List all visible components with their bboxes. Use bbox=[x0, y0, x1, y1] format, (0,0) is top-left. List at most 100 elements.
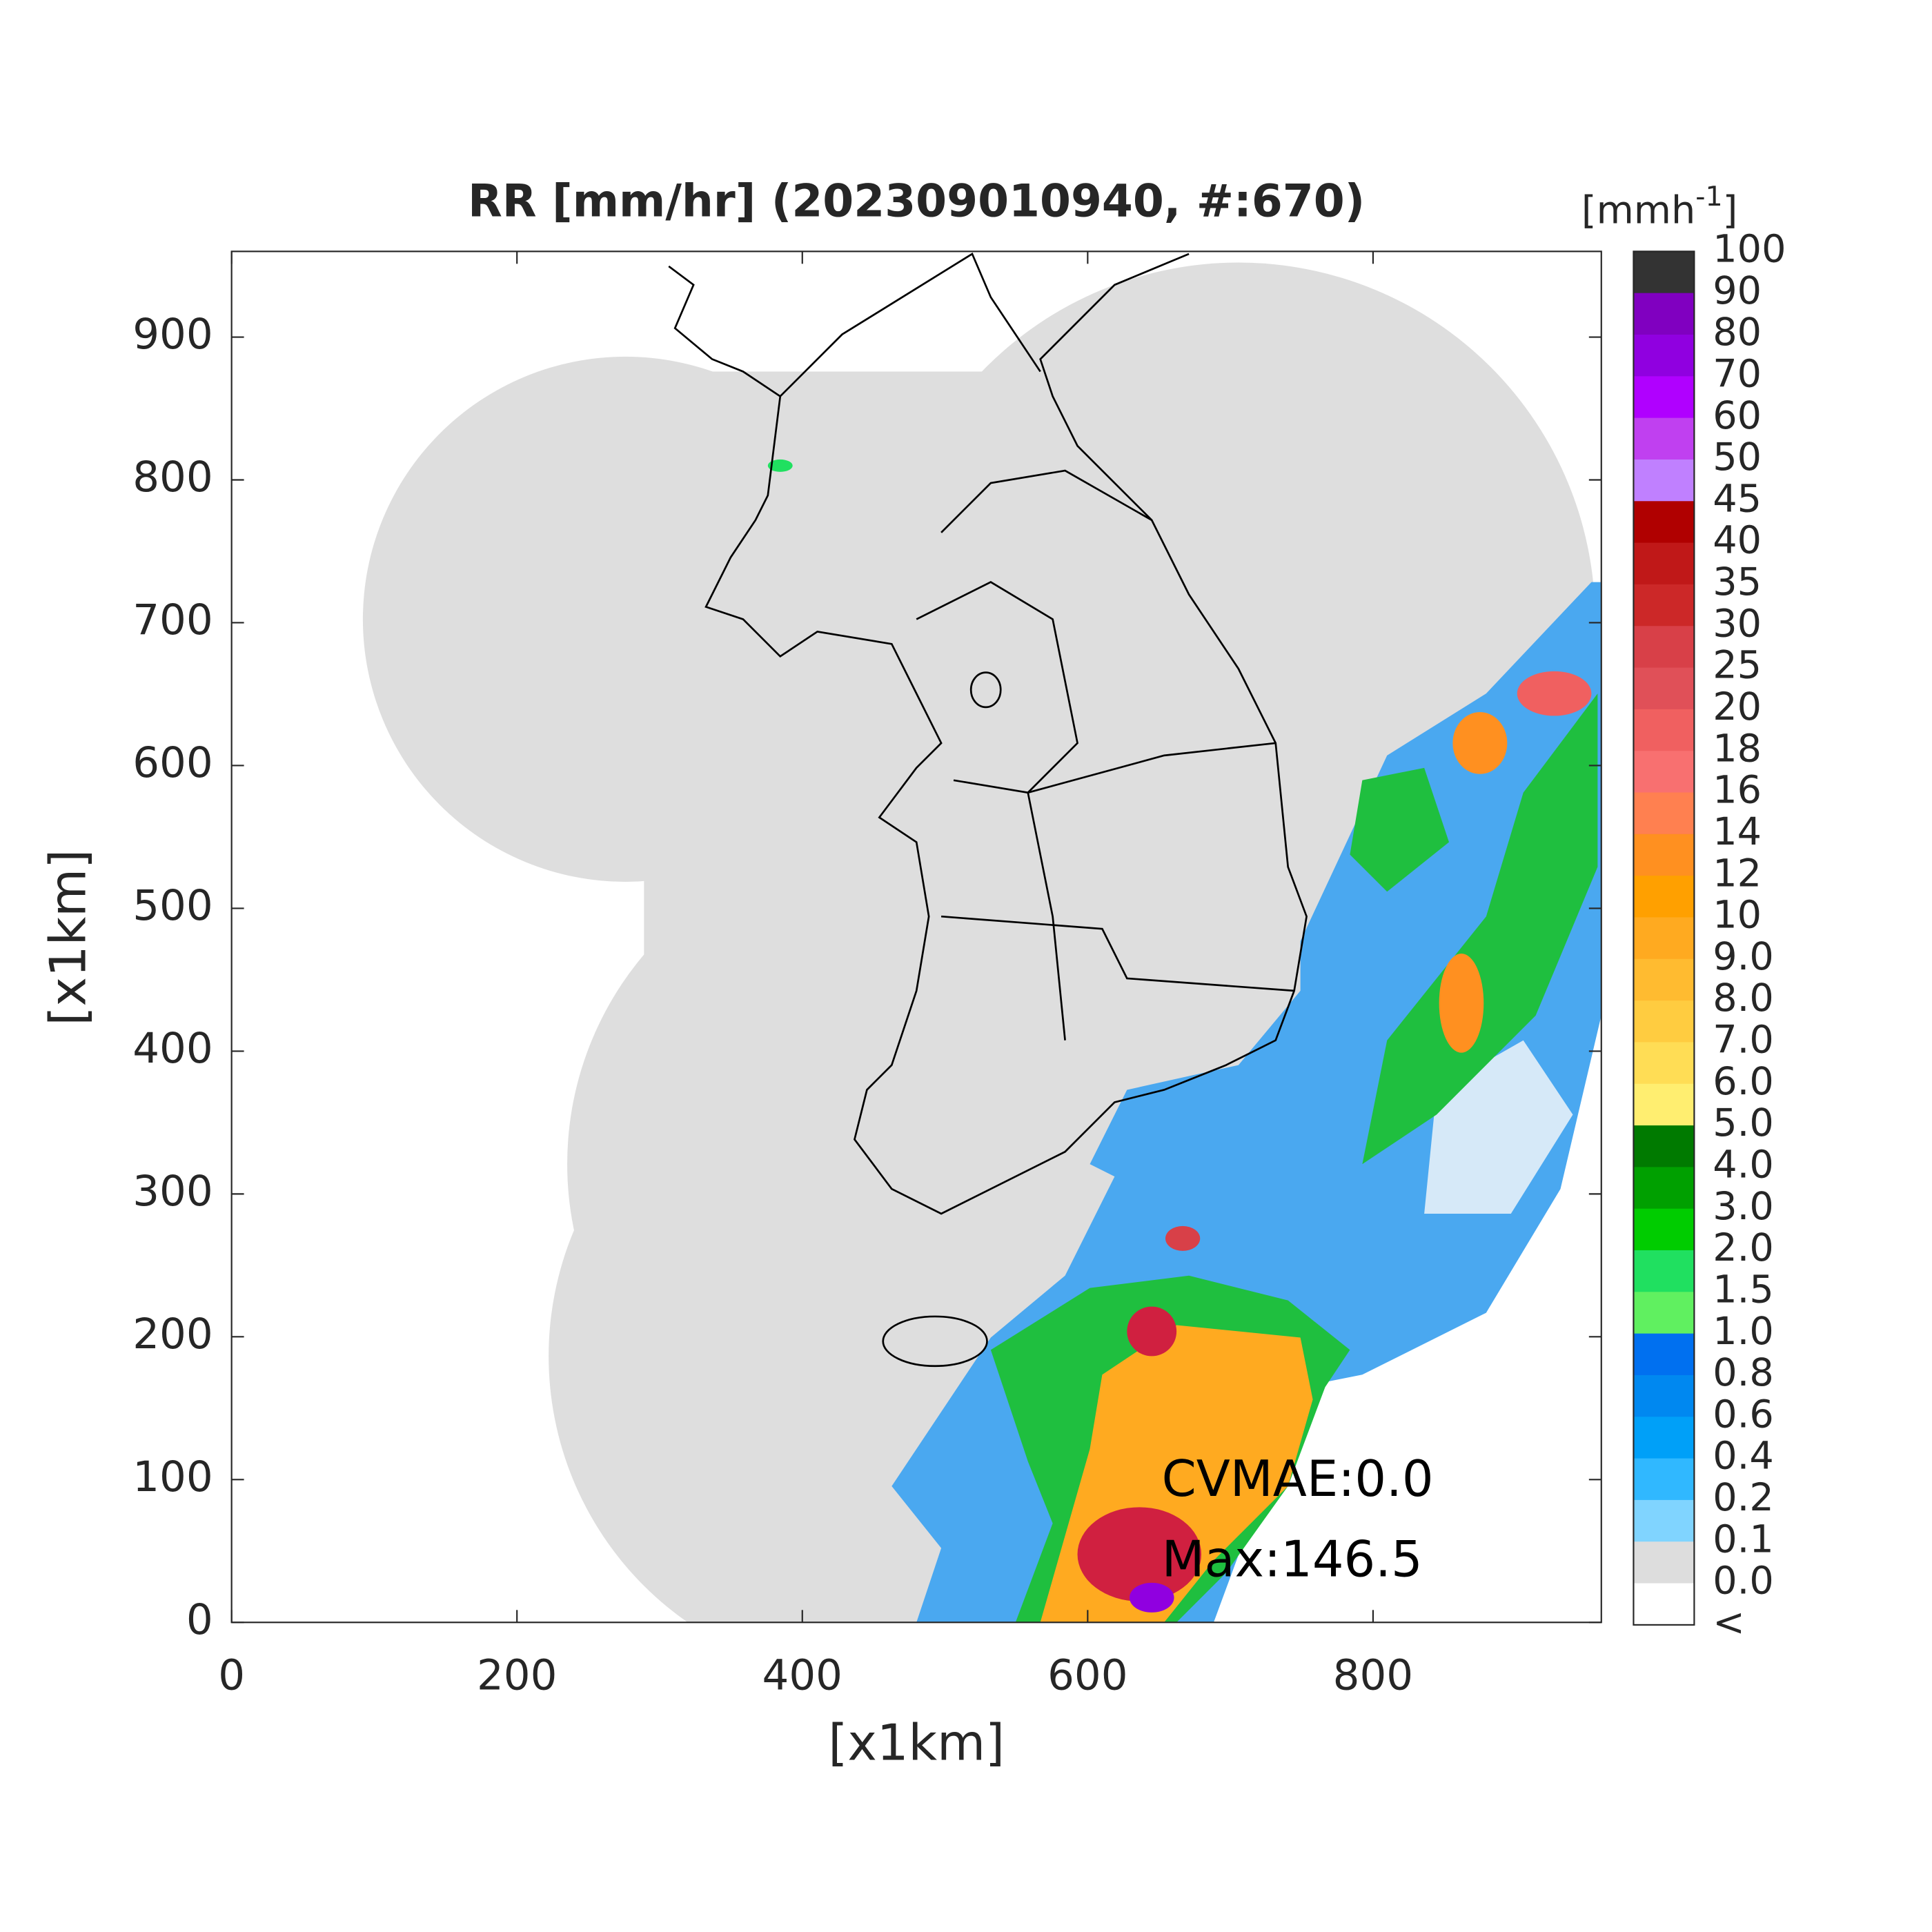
colorbar-label: 70 bbox=[1713, 351, 1762, 396]
colorbar-swatch bbox=[1633, 1499, 1695, 1542]
colorbar-swatch bbox=[1633, 1125, 1695, 1167]
colorbar-swatch bbox=[1633, 459, 1695, 502]
colorbar-label: 100 bbox=[1713, 226, 1786, 271]
province-path bbox=[953, 742, 1276, 794]
colorbar-label: 5.0 bbox=[1713, 1101, 1773, 1145]
colorbar-swatch bbox=[1633, 1417, 1695, 1459]
colorbar-label: 50 bbox=[1713, 435, 1762, 480]
colorbar-label: 10 bbox=[1713, 893, 1762, 938]
colorbar-swatch bbox=[1633, 1333, 1695, 1376]
x-tick-label: 600 bbox=[1047, 1651, 1127, 1700]
annotation: Max:146.5 bbox=[1162, 1530, 1423, 1588]
colorbar-swatch bbox=[1633, 1000, 1695, 1043]
colorbar-label: 0.2 bbox=[1713, 1475, 1773, 1520]
y-tick-label: 400 bbox=[132, 1024, 213, 1073]
colorbar-label: 7.0 bbox=[1713, 1018, 1773, 1063]
y-axis-label: [x1km] bbox=[39, 849, 97, 1026]
colorbar-label: 80 bbox=[1713, 310, 1762, 355]
rain-heavy bbox=[1439, 954, 1484, 1053]
province-path bbox=[916, 581, 1078, 1041]
colorbar-label: 18 bbox=[1713, 726, 1762, 771]
colorbar-swatch bbox=[1633, 542, 1695, 585]
colorbar-label: 0.1 bbox=[1713, 1517, 1773, 1561]
coastline bbox=[668, 252, 1308, 1368]
colorbar-swatch bbox=[1633, 293, 1695, 335]
colorbar-swatch bbox=[1633, 1458, 1695, 1501]
rain-moderate bbox=[1362, 693, 1598, 1165]
y-tick-label: 100 bbox=[132, 1452, 213, 1501]
province-path bbox=[940, 469, 1152, 533]
colorbar-label: 90 bbox=[1713, 268, 1762, 313]
colorbar-label: 20 bbox=[1713, 684, 1762, 729]
colorbar-swatch bbox=[1633, 1374, 1695, 1417]
colorbar-label: 4.0 bbox=[1713, 1142, 1773, 1187]
y-tick-label: 800 bbox=[132, 453, 213, 502]
colorbar-swatch bbox=[1633, 958, 1695, 1001]
colorbar-unit-exponent: -1 bbox=[1695, 181, 1722, 213]
colorbar-unit: [mmh-1] bbox=[1581, 181, 1737, 233]
x-tick-label: 200 bbox=[477, 1651, 557, 1700]
colorbar-swatch bbox=[1633, 1292, 1695, 1334]
y-tick-label: 600 bbox=[132, 738, 213, 787]
colorbar-label: 1.0 bbox=[1713, 1309, 1773, 1354]
coastline-path bbox=[668, 253, 1308, 1215]
y-tick-label: 700 bbox=[132, 595, 213, 644]
jeju-island bbox=[882, 1315, 988, 1368]
colorbar-label: < bbox=[1713, 1600, 1745, 1645]
map bbox=[231, 251, 1601, 1623]
city-boundary bbox=[969, 671, 1002, 709]
colorbar-swatch bbox=[1633, 376, 1695, 419]
colorbar-label: 0.6 bbox=[1713, 1392, 1773, 1437]
colorbar-label: 9.0 bbox=[1713, 934, 1773, 979]
chart-title: RR [mm/hr] (202309010940, #:670) bbox=[468, 176, 1365, 228]
colorbar-swatch bbox=[1633, 501, 1695, 544]
colorbar-swatch bbox=[1633, 751, 1695, 793]
colorbar-swatch bbox=[1633, 626, 1695, 669]
rain-intense bbox=[1077, 1507, 1202, 1601]
colorbar-swatch bbox=[1633, 667, 1695, 710]
rain-moderate bbox=[767, 459, 793, 472]
colorbar-label: 0.0 bbox=[1713, 1559, 1773, 1604]
colorbar-label: 2.0 bbox=[1713, 1225, 1773, 1270]
colorbar-label: 35 bbox=[1713, 560, 1762, 604]
colorbar-label: 16 bbox=[1713, 768, 1762, 813]
colorbar-swatch bbox=[1633, 917, 1695, 960]
colorbar-swatch bbox=[1633, 417, 1695, 460]
colorbar-swatch bbox=[1633, 709, 1695, 751]
colorbar-label: 0.8 bbox=[1713, 1350, 1773, 1395]
y-tick-label: 0 bbox=[186, 1595, 213, 1644]
colorbar-swatch bbox=[1633, 876, 1695, 918]
colorbar-label: 8.0 bbox=[1713, 976, 1773, 1021]
rain-intense bbox=[1127, 1306, 1177, 1357]
colorbar-label: 1.5 bbox=[1713, 1267, 1773, 1312]
colorbar-label: 6.0 bbox=[1713, 1059, 1773, 1104]
colorbar-unit-base: [mmh bbox=[1581, 188, 1695, 233]
colorbar-label: 0.4 bbox=[1713, 1434, 1773, 1479]
border-path bbox=[779, 252, 1041, 397]
rain-heavy bbox=[1165, 1225, 1201, 1251]
x-tick-label: 400 bbox=[762, 1651, 842, 1700]
colorbar-swatch bbox=[1633, 1541, 1695, 1584]
y-tick-label: 200 bbox=[132, 1310, 213, 1359]
plot-frame bbox=[230, 250, 1602, 1624]
colorbar-label: 3.0 bbox=[1713, 1184, 1773, 1229]
colorbar-swatch bbox=[1633, 1583, 1695, 1626]
colorbar-label: 40 bbox=[1713, 518, 1762, 563]
colorbar-label: 25 bbox=[1713, 643, 1762, 688]
colorbar-swatch bbox=[1633, 1083, 1695, 1126]
colorbar-swatch bbox=[1633, 1208, 1695, 1251]
colorbar-swatch bbox=[1633, 251, 1695, 294]
colorbar-label: 60 bbox=[1713, 393, 1762, 438]
x-tick-label: 0 bbox=[218, 1651, 245, 1700]
x-tick-label: 800 bbox=[1333, 1651, 1413, 1700]
colorbar-swatch bbox=[1633, 834, 1695, 876]
y-tick-label: 300 bbox=[132, 1167, 213, 1216]
colorbar-swatch bbox=[1633, 334, 1695, 377]
colorbar-swatch bbox=[1633, 1042, 1695, 1085]
province-path bbox=[940, 915, 1294, 992]
colorbar-label: 12 bbox=[1713, 851, 1762, 896]
rain-heavy bbox=[1517, 671, 1592, 716]
